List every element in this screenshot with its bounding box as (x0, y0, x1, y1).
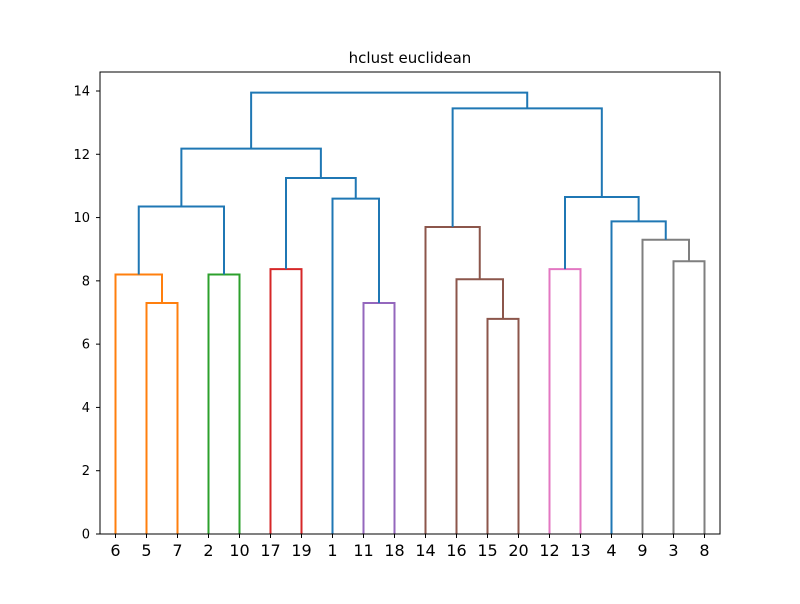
dendrogram-link-1 (145, 302, 179, 534)
leaf-label-20: 20 (508, 541, 528, 560)
leaf-label-10: 10 (229, 541, 249, 560)
y-axis: 0 2 4 6 8 10 12 14 (73, 84, 100, 543)
dendrogram-link-15 (641, 238, 690, 534)
dendrogram-link-7 (331, 197, 380, 534)
dendrogram-link-14 (672, 260, 706, 534)
leaf-label-11: 11 (353, 541, 373, 560)
dendrogram-link-2 (114, 273, 163, 534)
dendrogram-link-10 (486, 317, 520, 534)
dendrogram-link-13 (548, 268, 582, 534)
dendrogram-link-6 (362, 302, 396, 534)
leaf-label-7: 7 (172, 541, 182, 560)
dendrogram-link-11 (455, 278, 504, 534)
leaf-label-12: 12 (539, 541, 559, 560)
plot-frame (99, 71, 721, 535)
dendrogram-link-3 (207, 273, 241, 534)
leaf-label-6: 6 (110, 541, 120, 560)
y-tick-label: 8 (82, 274, 90, 289)
leaf-label-15: 15 (477, 541, 497, 560)
y-tick-label: 2 (82, 464, 90, 479)
dendrogram-link-18 (451, 107, 603, 228)
leaf-label-3: 3 (668, 541, 678, 560)
leaf-label-13: 13 (570, 541, 590, 560)
x-axis: 6 5 7 2 10 17 19 1 11 18 14 16 15 20 12 13 4 9 3 8 (110, 534, 710, 560)
y-tick-label: 14 (73, 84, 90, 99)
leaf-label-17: 17 (260, 541, 280, 560)
leaf-label-14: 14 (415, 541, 435, 560)
leaf-label-18: 18 (384, 541, 404, 560)
dendrogram-link-12 (424, 226, 481, 534)
y-tick-label: 10 (73, 211, 90, 226)
dendrogram-link-17 (564, 195, 640, 270)
y-tick-label: 4 (82, 401, 90, 416)
dendrogram-link-5 (269, 268, 303, 534)
dendrogram-link-16 (610, 220, 667, 534)
leaf-label-9: 9 (637, 541, 647, 560)
chart-title: hclust euclidean (349, 49, 472, 67)
leaf-label-5: 5 (141, 541, 151, 560)
leaf-label-16: 16 (446, 541, 466, 560)
dendrogram-link-4 (137, 205, 225, 275)
y-tick-label: 12 (73, 148, 90, 163)
leaf-label-19: 19 (291, 541, 311, 560)
leaf-label-2: 2 (203, 541, 213, 560)
leaf-label-1: 1 (327, 541, 337, 560)
dendrogram-link-19 (250, 91, 529, 149)
y-tick-label: 6 (82, 338, 90, 353)
y-tick-label: 0 (82, 528, 90, 543)
leaf-label-8: 8 (699, 541, 709, 560)
dendrogram-link-8 (285, 177, 357, 270)
dendrogram-links (114, 91, 706, 534)
leaf-label-4: 4 (606, 541, 616, 560)
